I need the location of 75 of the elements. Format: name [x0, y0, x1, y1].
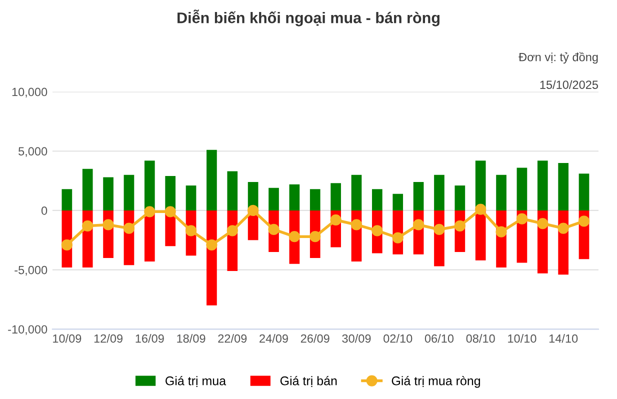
bar: [62, 189, 72, 210]
x-tick-label: 10/09: [53, 334, 82, 343]
bar: [454, 186, 466, 210]
bar: [268, 188, 279, 210]
point: [310, 231, 321, 242]
point: [123, 222, 135, 234]
point: [372, 225, 383, 236]
bar: [227, 171, 238, 210]
bar: [372, 189, 382, 210]
point: [434, 224, 445, 236]
point: [82, 220, 94, 232]
point: [185, 225, 197, 236]
point: [268, 224, 280, 236]
x-tick-label: 24/09: [260, 334, 288, 343]
point: [61, 239, 72, 250]
y-tick-label: -5,000: [14, 266, 48, 276]
x-tick-label: 16/09: [136, 334, 164, 343]
bar: [413, 182, 424, 210]
bar: [124, 174, 134, 210]
bar: [82, 168, 93, 210]
chart-title: Diễn biến khối ngoại mua - bán ròng: [178, 10, 440, 26]
bar: [186, 186, 196, 210]
bar: [516, 168, 528, 210]
bar: [496, 174, 506, 210]
x-tick-label: 18/09: [177, 334, 206, 343]
y-tick-label: 10,000: [12, 88, 48, 98]
point: [164, 206, 176, 218]
x-tick-label: 08/10: [466, 334, 495, 343]
point: [248, 204, 259, 216]
point: [558, 222, 569, 234]
bar: [206, 150, 217, 210]
legend-label: Giá trị mua: [166, 376, 226, 388]
bar: [434, 174, 444, 210]
point: [226, 225, 238, 236]
point: [206, 239, 218, 250]
y-tick-label: -10,000: [8, 325, 48, 335]
x-tick-label: 10/10: [508, 334, 536, 343]
x-tick-label: 26/09: [300, 334, 330, 343]
point: [350, 219, 362, 230]
point: [516, 213, 528, 224]
bar: [537, 160, 548, 210]
text: 15/10/2025: [540, 80, 598, 89]
bar: [475, 210, 486, 260]
bar: [330, 183, 341, 210]
point: [144, 206, 156, 218]
x-tick-label: 12/09: [94, 334, 123, 343]
point: [330, 214, 342, 226]
text: Đơn vị: tỷ đồng: [518, 52, 598, 64]
point: [454, 220, 466, 232]
point: [537, 218, 548, 230]
bar: [351, 174, 362, 210]
point: [475, 204, 486, 215]
y-tick-label: 0: [41, 206, 48, 215]
point: [288, 231, 300, 242]
bar: [103, 177, 114, 210]
x-tick-label: 06/10: [424, 334, 454, 343]
x-tick-label: 22/09: [218, 334, 247, 343]
bar: [165, 176, 176, 210]
point: [412, 219, 424, 230]
bar: [310, 189, 320, 210]
bar: [289, 184, 300, 210]
bar: [392, 194, 404, 210]
point: [496, 226, 507, 238]
legend-label: Giá trị bán: [280, 376, 337, 388]
x-tick-label: 02/10: [384, 334, 412, 343]
legend-label: Giá trị mua ròng: [392, 376, 480, 388]
bar: [144, 160, 155, 210]
x-tick-label: 14/10: [549, 334, 578, 343]
bar: [578, 174, 590, 210]
point: [102, 219, 114, 230]
point: [578, 216, 590, 227]
point: [392, 232, 404, 244]
bar: [558, 162, 568, 210]
y-tick-label: 5,000: [18, 147, 48, 157]
x-tick-label: 30/09: [342, 334, 371, 343]
